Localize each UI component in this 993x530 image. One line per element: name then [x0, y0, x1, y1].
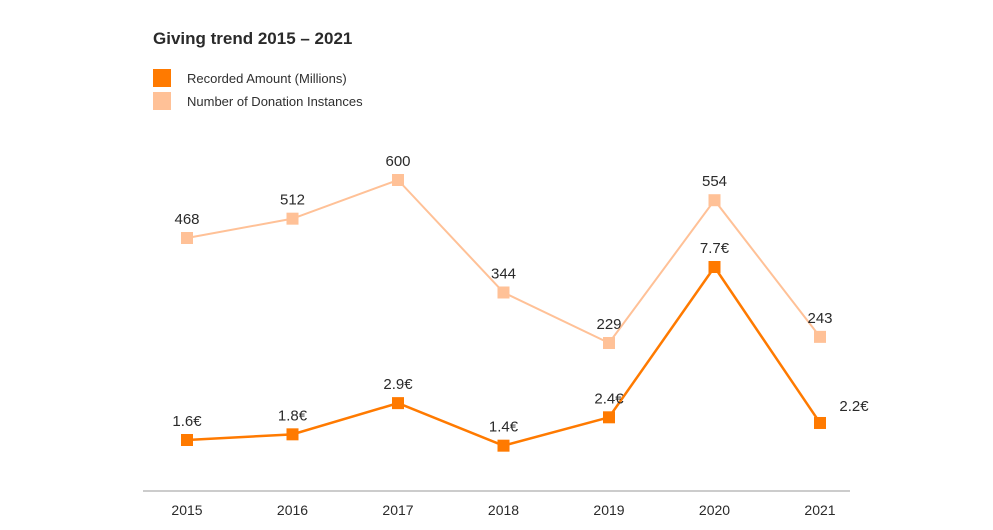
amount-data-label: 2.2€ [839, 398, 869, 415]
legend-item-amount: Recorded Amount (Millions) [153, 68, 363, 88]
amount-point [181, 434, 193, 446]
legend-label-instances: Number of Donation Instances [187, 93, 363, 109]
instances-data-label: 344 [491, 265, 516, 282]
amount-data-label: 2.4€ [594, 390, 624, 407]
instances-point [181, 232, 193, 244]
amount-data-label: 1.4€ [489, 419, 519, 436]
series-instances: 468 512 600 344 229 554 243 [174, 153, 833, 350]
instances-point [497, 286, 510, 299]
legend-label-amount: Recorded Amount (Millions) [187, 70, 347, 86]
x-tick-label: 2020 [699, 502, 730, 518]
legend: Recorded Amount (Millions) Number of Don… [153, 68, 363, 114]
instances-point [708, 194, 721, 207]
x-tick-label: 2018 [488, 502, 519, 518]
series-layer: 468 512 600 344 229 554 243 1.6€ 1.8€ 2.9€ 1.4€ 2.4… [172, 153, 869, 452]
instances-point [603, 337, 615, 350]
instances-data-label: 243 [807, 310, 832, 327]
x-tick-label: 2017 [382, 502, 413, 518]
amount-point [286, 428, 299, 441]
instances-point [814, 330, 826, 343]
amount-point [603, 411, 615, 424]
amount-point [497, 439, 510, 452]
legend-swatch-instances [153, 92, 171, 110]
x-tick-label: 2016 [277, 502, 308, 518]
chart-title: Giving trend 2015 – 2021 [153, 29, 353, 48]
instances-data-label: 468 [174, 211, 199, 228]
instances-point [286, 212, 299, 225]
amount-data-label: 1.6€ [172, 413, 202, 430]
x-axis: 2015 2016 2017 2018 2019 2020 2021 [143, 490, 850, 518]
instances-data-label: 554 [702, 173, 727, 190]
amount-data-label: 2.9€ [383, 376, 413, 393]
instances-data-label: 512 [280, 192, 305, 209]
instances-data-label: 229 [596, 316, 621, 333]
x-tick-label: 2015 [171, 502, 202, 518]
amount-point [708, 261, 721, 273]
instances-point [392, 174, 404, 186]
instances-data-label: 600 [385, 153, 410, 170]
legend-item-instances: Number of Donation Instances [153, 91, 363, 111]
amount-point [392, 397, 404, 410]
amount-data-label: 7.7€ [700, 240, 730, 257]
amount-data-label: 1.8€ [278, 407, 308, 424]
x-tick-label: 2021 [804, 502, 835, 518]
x-tick-label: 2019 [593, 502, 624, 518]
series-amount: 1.6€ 1.8€ 2.9€ 1.4€ 2.4€ 7.7€ 2.2€ [172, 240, 869, 452]
amount-point [814, 416, 826, 429]
legend-swatch-amount [153, 69, 171, 87]
